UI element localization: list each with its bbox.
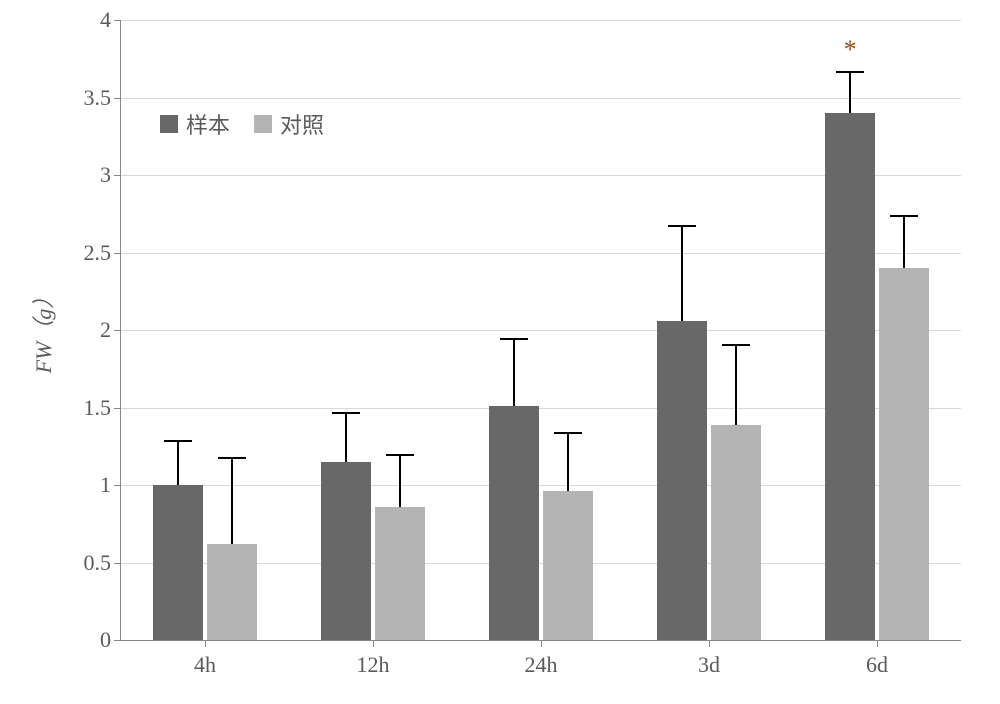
bar [489,406,539,640]
error-cap [668,225,696,227]
bar [879,268,929,640]
error-bar [681,225,683,321]
error-cap [386,454,414,456]
error-cap [722,344,750,346]
x-tick-label: 24h [525,640,558,678]
error-bar [735,344,737,425]
x-tick-label: 12h [357,640,390,678]
error-cap [554,432,582,434]
y-axis-label: FW（g） [26,287,58,374]
bar [207,544,257,640]
legend-swatch [254,115,272,133]
y-tick-label: 1 [100,472,121,498]
y-tick-label: 1.5 [84,395,122,421]
legend-swatch [160,115,178,133]
x-tick-label: 3d [698,640,720,678]
gridline [121,98,961,99]
error-bar [399,454,401,507]
error-cap [164,440,192,442]
y-tick-label: 2 [100,317,121,343]
error-bar [903,215,905,268]
error-bar [849,71,851,113]
legend-item: 对照 [254,108,324,140]
bar [375,507,425,640]
significance-marker: * [844,35,857,65]
y-tick-label: 4 [100,7,121,33]
legend-label: 样本 [186,108,230,140]
legend-item: 样本 [160,108,230,140]
y-tick-label: 3 [100,162,121,188]
error-cap [218,457,246,459]
error-bar [567,432,569,491]
bar [543,491,593,640]
legend: 样本 对照 [160,108,324,140]
bar [153,485,203,640]
bar [825,113,875,640]
error-bar [513,338,515,406]
error-cap [890,215,918,217]
y-tick-label: 0 [100,627,121,653]
bar [657,321,707,640]
y-tick-label: 3.5 [84,85,122,111]
bar [321,462,371,640]
bar [711,425,761,640]
error-cap [332,412,360,414]
x-tick-label: 6d [866,640,888,678]
error-cap [836,71,864,73]
y-tick-label: 2.5 [84,240,122,266]
y-tick-label: 0.5 [84,550,122,576]
error-cap [500,338,528,340]
error-bar [177,440,179,485]
x-tick-label: 4h [194,640,216,678]
legend-label: 对照 [280,108,324,140]
gridline [121,20,961,21]
bar-chart: 0 0.5 1 1.5 2 2.5 3 3.5 4 4h 12h 24h 3d 6d * FW（g） 样本 对… [0,0,1000,704]
error-bar [345,412,347,462]
error-bar [231,457,233,544]
